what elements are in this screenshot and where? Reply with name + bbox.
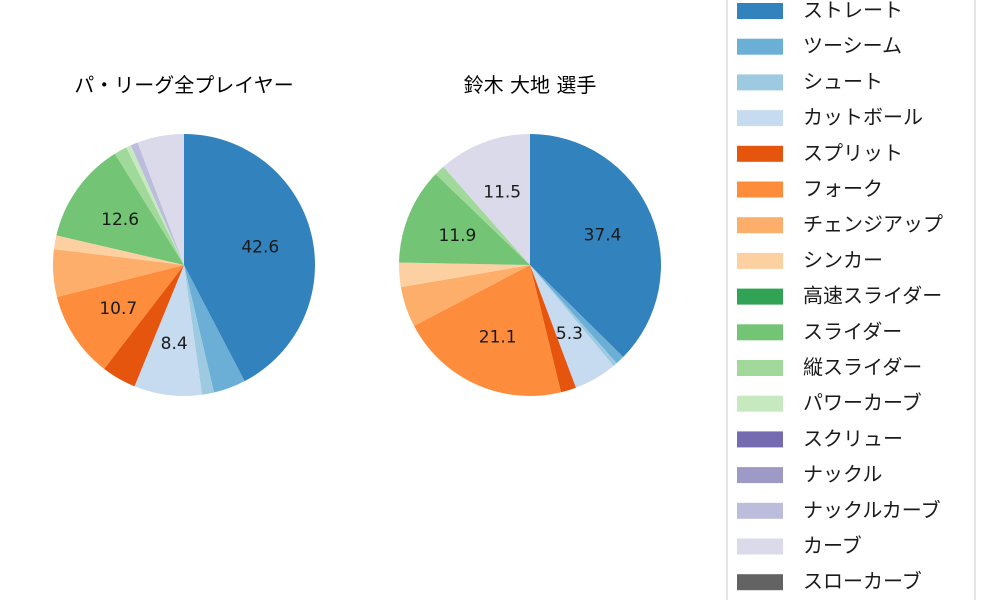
pie-slice-6 [56,265,184,369]
pie-slice-2 [184,265,245,393]
legend-label: パワーカーブ [803,391,922,415]
legend-frame [726,0,976,600]
legend-label: スライダー [803,319,902,343]
pie-slice-10 [56,153,184,265]
legend-label: カットボール [803,105,923,129]
pie-slice-3 [530,265,617,366]
pie-slice-5 [104,265,184,387]
legend-swatch [737,217,783,234]
legend-swatch [737,288,783,305]
chart-title-league: パ・リーグ全プレイヤー [74,73,293,97]
pie-slice-6 [414,265,561,396]
legend-swatch [737,3,783,19]
pie-slice-12 [126,145,184,265]
chart-title-player: 鈴木 大地 選手 [464,73,597,97]
pie-slice-8 [398,262,530,288]
slice-value-label: 8.4 [161,334,188,354]
slice-value-label: 42.6 [241,237,279,257]
legend-swatch [737,74,783,91]
pie-slice-1 [530,134,662,358]
legend-swatch [737,395,783,412]
legend-label: シンカー [803,248,883,272]
slice-value-label: 11.9 [438,226,476,246]
pie-slice-7 [400,265,530,326]
pie-slice-10 [399,174,530,265]
legend-label: スローカーブ [803,569,922,593]
legend-label: 縦スライダー [803,355,922,379]
legend-swatch [737,467,783,484]
pie-player-suzuki: 鈴木 大地 選手 37.4 5.3 21.1 11.9 11.5 [398,73,662,396]
pie-slice-2 [530,265,624,364]
legend-swatch [737,324,783,341]
legend-label: シュート [803,69,883,93]
slice-value-label: 10.7 [99,299,137,319]
legend-label: スクリュー [803,426,903,450]
slice-value-label: 5.3 [556,324,583,344]
legend-label: ツーシーム [803,34,902,58]
legend-label: ストレート [803,0,903,22]
pie-slice-11 [114,147,184,265]
legend-swatch [737,181,783,198]
pie-slice-1 [184,134,315,382]
pie-slice-5 [530,265,576,393]
legend-swatch [737,360,783,376]
pie-slice-15 [130,142,184,265]
legend-swatch [737,574,783,591]
pie-slice-7 [53,249,184,297]
slice-value-label: 11.5 [483,183,521,203]
legend-swatch [737,502,783,519]
legend-label: ナックルカーブ [803,498,941,522]
legend-swatch [737,252,783,269]
pie-slice-16 [137,134,184,265]
legend-swatch [737,110,783,127]
legend-swatch [737,38,783,55]
legend-label: チェンジアップ [803,212,943,236]
pie-league-all-players: パ・リーグ全プレイヤー 42.6 8.4 10.7 12.6 [53,73,315,397]
legend-label: フォーク [803,177,883,201]
legend-swatch [737,538,783,555]
legend-label: スプリット [803,141,903,165]
legend-label: カーブ [803,534,862,558]
pie-slice-16 [443,134,530,265]
pie-slice-4 [530,265,614,388]
pie-slice-11 [435,166,530,265]
slice-value-label: 12.6 [101,210,139,230]
pie-slice-4 [134,265,202,397]
legend-swatch [737,431,783,448]
slice-value-label: 37.4 [584,226,622,246]
legend-swatch [737,145,783,162]
legend: ストレートツーシームシュートカットボールスプリットフォークチェンジアップシンカー… [726,0,976,600]
legend-label: ナックル [803,462,882,486]
legend-label: 高速スライダー [803,284,942,308]
slice-value-label: 21.1 [479,328,517,348]
pie-slice-8 [53,235,184,265]
pie-slice-3 [184,265,214,395]
